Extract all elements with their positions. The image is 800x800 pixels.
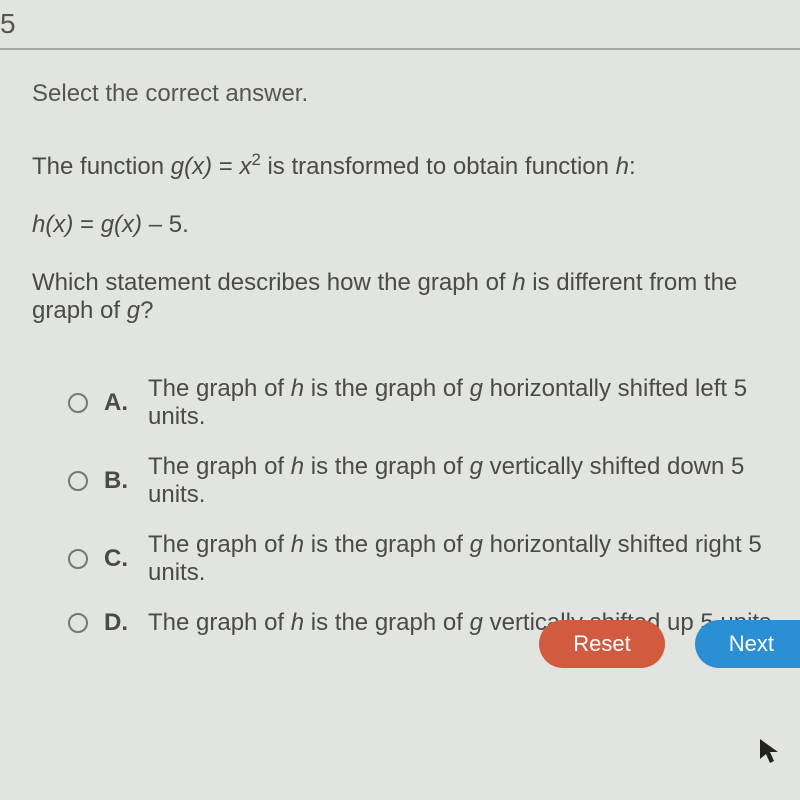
fn-gx: g(x) xyxy=(101,211,142,238)
fn-h: h xyxy=(512,269,525,296)
option-letter: D. xyxy=(104,609,148,637)
options-list: A. The graph of h is the graph of g hori… xyxy=(68,375,800,637)
text: The graph of xyxy=(148,609,291,636)
question-content: Select the correct answer. The function … xyxy=(32,80,800,659)
problem-line-1: The function g(x) = x2 is transformed to… xyxy=(32,150,800,181)
option-letter: C. xyxy=(104,545,148,573)
fn-g: g xyxy=(127,297,140,324)
option-b[interactable]: B. The graph of h is the graph of g vert… xyxy=(68,453,800,509)
radio-c[interactable] xyxy=(68,549,88,569)
text: is transformed to obtain function xyxy=(261,153,616,180)
text: ? xyxy=(140,297,153,324)
text: is the graph of xyxy=(304,609,469,636)
fn-g: g(x) xyxy=(171,153,212,180)
fn-g: g xyxy=(470,609,483,636)
text: is the graph of xyxy=(304,531,469,558)
problem-line-2: h(x) = g(x) – 5. xyxy=(32,211,800,239)
radio-d[interactable] xyxy=(68,613,88,633)
fn-h: h xyxy=(616,153,629,180)
next-button[interactable]: Next xyxy=(695,620,800,668)
page-number: 5 xyxy=(0,8,16,40)
option-c[interactable]: C. The graph of h is the graph of g hori… xyxy=(68,531,800,587)
fn-g: g xyxy=(470,453,483,480)
radio-a[interactable] xyxy=(68,393,88,413)
option-letter: B. xyxy=(104,467,148,495)
text: The function xyxy=(32,153,171,180)
text: is the graph of xyxy=(304,375,469,402)
fn-h: h xyxy=(291,453,304,480)
text: = xyxy=(73,211,100,238)
question-text: Which statement describes how the graph … xyxy=(32,269,800,325)
var-x: x xyxy=(239,153,251,180)
text: – 5. xyxy=(142,211,189,238)
option-text: The graph of h is the graph of g horizon… xyxy=(148,375,800,431)
option-a[interactable]: A. The graph of h is the graph of g hori… xyxy=(68,375,800,431)
text: The graph of xyxy=(148,531,291,558)
instruction-text: Select the correct answer. xyxy=(32,80,800,108)
fn-h: h xyxy=(291,375,304,402)
option-letter: A. xyxy=(104,389,148,417)
option-text: The graph of h is the graph of g vertica… xyxy=(148,453,800,509)
fn-g: g xyxy=(470,531,483,558)
fn-h: h xyxy=(291,609,304,636)
text: = xyxy=(212,153,239,180)
text: : xyxy=(629,153,636,180)
fn-g: g xyxy=(470,375,483,402)
cursor-icon xyxy=(758,737,780,772)
text: is the graph of xyxy=(304,453,469,480)
reset-button[interactable]: Reset xyxy=(539,620,664,668)
text: The graph of xyxy=(148,375,291,402)
fn-hx: h(x) xyxy=(32,211,73,238)
radio-b[interactable] xyxy=(68,471,88,491)
exponent: 2 xyxy=(251,150,260,169)
text: Which statement describes how the graph … xyxy=(32,269,512,296)
option-text: The graph of h is the graph of g horizon… xyxy=(148,531,800,587)
fn-h: h xyxy=(291,531,304,558)
divider xyxy=(0,48,800,50)
text: The graph of xyxy=(148,453,291,480)
button-row: Reset Next xyxy=(539,620,800,668)
